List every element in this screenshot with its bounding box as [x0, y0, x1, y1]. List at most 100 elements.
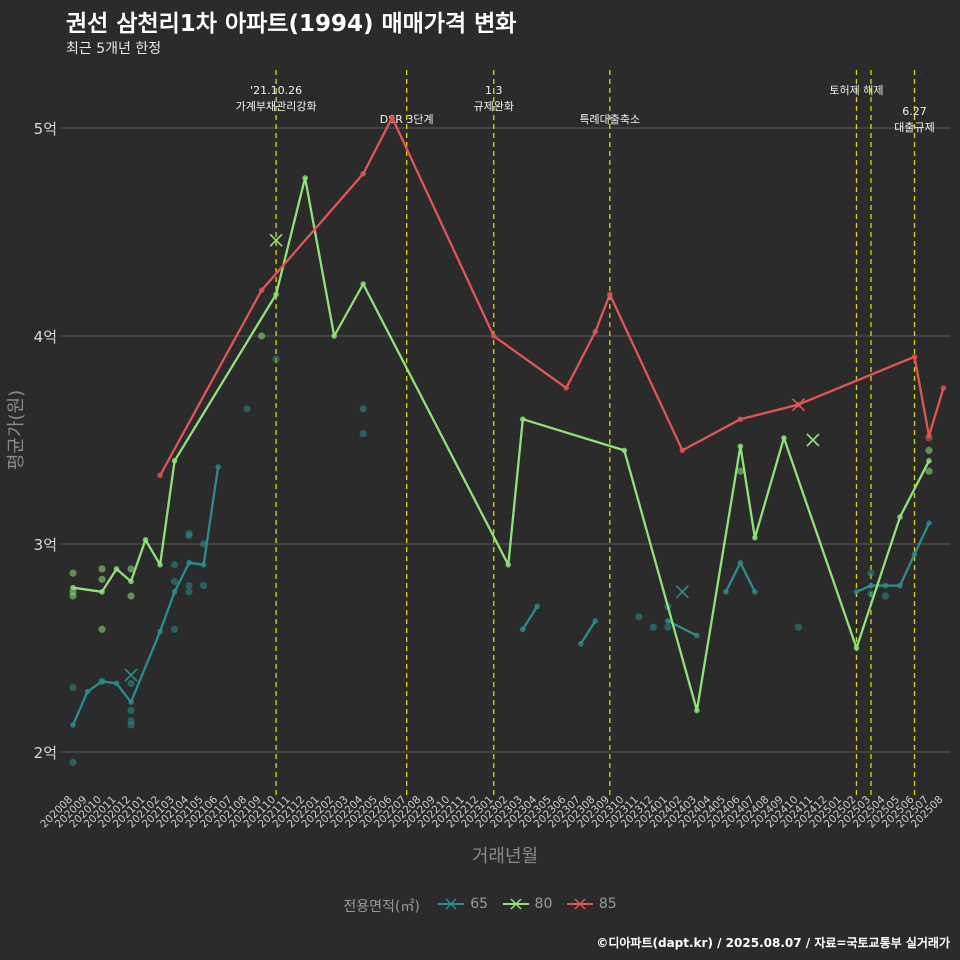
line-point-80 [273, 291, 279, 298]
x-marker-65 [124, 668, 138, 682]
data-point-65 [881, 592, 890, 600]
event-label: 대출규제 [894, 121, 934, 134]
line-point-80 [99, 589, 105, 595]
y-axis-title: 평균가(원) [6, 390, 27, 470]
chart-legend: 전용면적(㎡) 65 80 85 [0, 896, 960, 916]
series-line-65 [724, 561, 756, 593]
line-point-80 [171, 458, 178, 464]
event-label: 1.3 [485, 84, 503, 97]
source-caption: ©디아파트(dapt.kr) / 2025.08.07 / 자료=국토교통부 실… [596, 936, 950, 950]
line-point-65 [70, 722, 76, 728]
y-tick-label: 2억 [34, 744, 57, 762]
line-point-80 [752, 534, 758, 541]
data-point-65 [359, 430, 367, 438]
legend-item-85: 85 [565, 896, 617, 912]
data-point-65 [170, 577, 179, 586]
line-point-85 [389, 114, 395, 121]
line-point-65 [99, 678, 105, 685]
line-point-65 [897, 582, 903, 589]
data-point-65 [170, 625, 179, 633]
line-point-80 [142, 537, 149, 543]
line-point-65 [882, 582, 889, 589]
y-tick-label: 4억 [34, 328, 57, 346]
line-point-65 [577, 641, 584, 647]
series-line-85 [159, 116, 945, 476]
line-point-85 [940, 385, 947, 391]
chart-title: 권선 삼천리1차 아파트(1994) 매매가격 변화 [66, 11, 517, 37]
data-point-65 [199, 582, 208, 590]
line-point-65 [665, 618, 671, 624]
line-point-65 [534, 603, 541, 610]
data-point-65 [185, 530, 193, 538]
data-point-80 [925, 467, 933, 475]
data-point-65 [185, 588, 193, 596]
legend-label-65: 65 [470, 896, 489, 912]
data-point-65 [69, 683, 77, 692]
data-point-65 [185, 582, 193, 590]
event-label: 6.27 [902, 105, 927, 118]
x-axis-title: 거래년월 [472, 846, 538, 867]
data-point-80 [736, 467, 744, 475]
y-tick-label: 3억 [34, 536, 57, 554]
event-label: 규제완화 [474, 100, 514, 113]
legend-label-85: 85 [598, 896, 617, 912]
x-marker-85 [791, 398, 805, 412]
data-point-80 [69, 588, 77, 596]
line-point-80 [128, 578, 134, 585]
data-point-65 [127, 717, 135, 725]
line-point-85 [490, 333, 497, 339]
line-point-65 [215, 464, 221, 470]
line-point-65 [128, 699, 134, 705]
legend-key-80 [502, 898, 529, 910]
legend-label-80: 80 [534, 896, 553, 912]
data-point-80 [127, 592, 135, 600]
line-point-65 [723, 589, 729, 595]
event-label: 토허제 해제 [829, 83, 883, 97]
line-point-80 [694, 707, 700, 714]
line-point-85 [911, 354, 918, 360]
data-point-65 [867, 569, 875, 577]
line-point-85 [360, 170, 366, 177]
data-point-65 [170, 561, 179, 569]
line-point-85 [737, 416, 744, 423]
line-point-80 [519, 416, 526, 423]
data-point-80 [98, 625, 106, 633]
data-point-80 [925, 446, 933, 454]
line-point-65 [171, 589, 178, 595]
line-point-85 [258, 287, 265, 294]
line-point-80 [302, 175, 308, 181]
line-point-85 [592, 329, 599, 335]
legend-title: 전용면적(㎡) [343, 899, 420, 915]
data-point-80 [69, 569, 77, 577]
line-point-80 [70, 584, 76, 591]
data-point-65 [359, 405, 367, 413]
line-point-80 [781, 435, 787, 441]
line-point-65 [926, 520, 932, 526]
data-point-80 [98, 565, 106, 573]
data-point-65 [127, 679, 135, 687]
line-point-65 [853, 589, 860, 595]
event-label: 가계부채관리강화 [236, 100, 317, 113]
data-point-65 [794, 623, 803, 631]
line-point-80 [621, 447, 628, 454]
data-point-65 [635, 613, 643, 621]
line-point-80 [331, 333, 337, 339]
line-point-80 [113, 566, 120, 572]
data-point-65 [127, 706, 135, 715]
series-line-65 [579, 620, 597, 645]
chart-subtitle: 최근 5개년 한정 [66, 41, 162, 57]
data-point-65 [664, 623, 672, 631]
line-point-65 [752, 589, 758, 595]
line-point-65 [694, 632, 700, 639]
data-point-65 [272, 355, 280, 363]
line-point-65 [186, 559, 192, 566]
series-line-65 [71, 466, 220, 726]
line-point-65 [592, 618, 599, 624]
line-point-65 [737, 559, 744, 566]
line-point-80 [157, 562, 163, 568]
event-label: '21.10.26 [250, 84, 302, 97]
line-point-85 [679, 447, 686, 454]
data-point-65 [243, 405, 251, 413]
series-line-80 [72, 176, 931, 712]
